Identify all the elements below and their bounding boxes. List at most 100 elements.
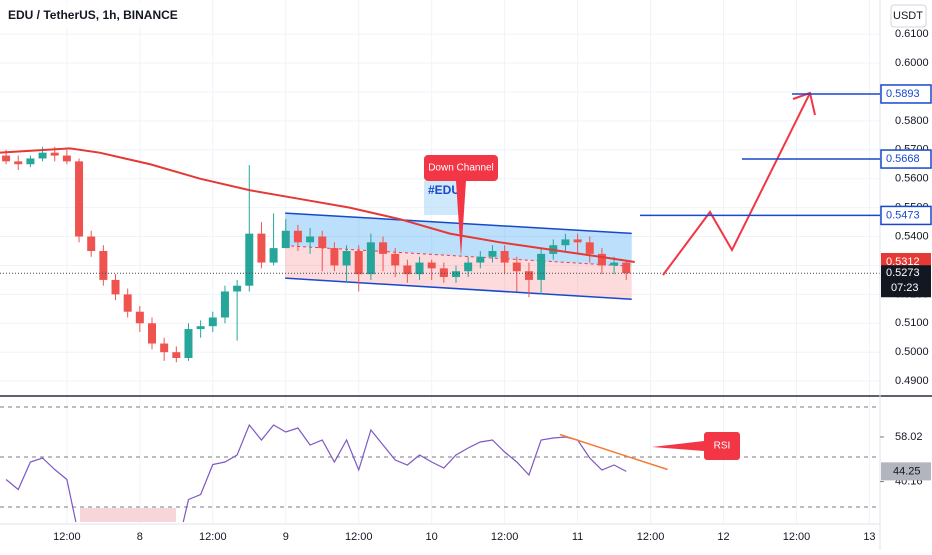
annotation: Down Channel [428,163,494,174]
channel-upper [285,212,632,235]
y-tick-label: 0.4900 [895,375,929,387]
candle-body [184,329,193,358]
candle-body [2,155,11,162]
candle-body [99,250,108,280]
price-pane [0,146,880,363]
candle-body [403,265,412,275]
annotation: RSI [714,441,731,452]
oversold-zone [80,508,176,522]
candle-body [427,262,436,269]
candle-body [50,152,59,156]
level-label: 0.5473 [886,209,920,221]
price-label-box [881,265,931,298]
candle-body [233,285,242,292]
candle-body [26,158,35,165]
y-tick-label: 0.5400 [895,230,929,242]
x-tick-label: 12:00 [637,531,665,543]
moving-average [0,147,635,263]
candle-body [500,250,509,263]
candle-body [354,250,363,275]
ma-label: 0.5312 [886,256,920,268]
candle-body [318,236,327,249]
annotation: #EDU [428,183,460,197]
candle-body [38,152,47,159]
candle-body [123,294,132,312]
candle-body [537,253,546,280]
candle-body [257,233,266,263]
grid [0,0,880,524]
candle-body [245,233,254,286]
rsi-line [5,423,627,522]
rsi-pane [0,406,880,522]
candle-body [148,323,156,344]
candle-body [585,242,594,254]
level-label: 0.5893 [886,88,920,100]
arrow-head [792,91,816,116]
axes: 0.49000.50000.51000.52000.53000.54000.55… [53,28,932,543]
callout [652,432,740,460]
candle-body [87,236,96,251]
x-tick-label: 11 [572,531,583,543]
x-tick-label: 12:00 [53,531,81,543]
x-tick-label: 8 [137,531,143,543]
candle-body [196,326,205,330]
candle-body [476,256,485,263]
candle-body [524,271,533,280]
candle-body [306,236,315,243]
price-label: 0.5273 [886,267,920,279]
candle-body [330,248,339,266]
candle-body [512,262,521,272]
candle-body [561,239,570,246]
candle-body [160,343,169,353]
currency-box[interactable] [890,4,927,28]
candle-body [293,230,302,243]
level-label-box [880,205,932,226]
candle-body [62,155,71,162]
candle-body [610,262,619,266]
x-tick-label: 12:00 [783,531,811,543]
candle-body [172,352,181,358]
y-tick-label: 0.5600 [895,173,929,185]
candle-body [135,311,144,324]
candle-body [488,250,497,257]
candle-body [208,317,217,327]
rsi-trendline [559,433,668,471]
y-tick-label: 0.6100 [895,28,929,40]
rsi-label: 44.25 [893,465,921,477]
candle-body [75,161,84,237]
x-tick-label: 12:00 [491,531,519,543]
candle-body [342,250,351,266]
candle-body [111,279,120,295]
callout [424,155,498,257]
level-label-box [880,84,932,104]
candle-body [452,271,460,278]
projection-arrow [662,92,811,276]
candle-body [597,253,606,266]
currency: USDT [893,10,923,22]
label-box [424,181,458,215]
channel-mid [285,245,632,267]
countdown: 07:23 [891,282,919,294]
x-tick-label: 10 [426,531,438,543]
candle-body [464,262,473,272]
candle-body [220,291,229,318]
rsi-marker-label: 58.02 [895,431,923,443]
candle-body [573,239,582,243]
candle-body [391,253,400,266]
candle-body [439,268,448,278]
level-label-box [880,149,932,169]
x-tick-label: 13 [863,531,875,543]
candle-body [281,230,290,249]
x-tick-label: 12:00 [199,531,227,543]
candle-body [269,248,278,263]
candle-body [622,262,631,274]
x-tick-label: 12:00 [345,531,373,543]
y-tick-label: 0.6000 [895,57,929,69]
candle-body [415,262,424,275]
candle-body [14,161,23,165]
candle-body [366,242,375,275]
channel-lower [285,277,632,301]
x-tick-label: 9 [283,531,289,543]
chart-title: EDU / TetherUS, 1h, BINANCE [8,8,178,22]
